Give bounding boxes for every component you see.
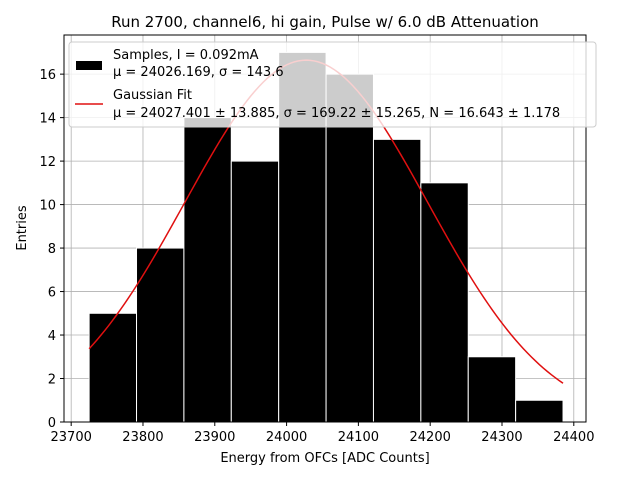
legend-samples-line1: Samples, I = 0.092mA — [113, 48, 259, 63]
histogram-bar — [372, 138, 422, 423]
x-tick-label: 24100 — [338, 430, 379, 445]
histogram-bar — [136, 247, 185, 423]
y-tick-label: 10 — [39, 199, 56, 214]
x-tick-label: 24300 — [481, 430, 522, 445]
legend-fit-line2: μ = 24027.401 ± 13.885, σ = 169.22 ± 15.… — [113, 106, 560, 121]
y-tick-label: 14 — [39, 112, 56, 127]
y-tick-label: 0 — [48, 416, 56, 431]
y-tick-label: 12 — [39, 155, 56, 170]
legend-samples-line2: μ = 24026.169, σ = 143.6 — [113, 65, 284, 80]
x-axis-label: Energy from OFCs [ADC Counts] — [220, 451, 429, 466]
x-tick-label: 24000 — [266, 430, 307, 445]
legend-swatch-samples — [76, 61, 102, 70]
histogram-bar — [88, 312, 138, 423]
histogram-bar — [183, 117, 232, 423]
y-axis-ticks: 0 2 4 6 8 10 12 14 16 — [39, 68, 64, 431]
x-tick-label: 23800 — [122, 430, 163, 445]
x-tick-label: 23700 — [51, 430, 92, 445]
y-tick-label: 16 — [39, 68, 56, 83]
legend-fit-line1: Gaussian Fit — [113, 88, 192, 103]
plot-frame — [63, 34, 587, 423]
y-axis-label: Entries — [15, 205, 30, 251]
legend: Samples, I = 0.092mA μ = 24026.169, σ = … — [68, 41, 597, 128]
y-tick-label: 8 — [48, 242, 56, 257]
chart-title: Run 2700, channel6, hi gain, Pulse w/ 6.… — [111, 13, 539, 31]
histogram-bars — [88, 51, 564, 423]
x-tick-label: 23900 — [194, 430, 235, 445]
histogram-bar — [467, 356, 517, 423]
x-tick-label: 24400 — [553, 430, 594, 445]
x-axis-ticks: 23700 23800 23900 24000 24100 24200 24300 24400 — [51, 422, 594, 445]
histogram-bar — [420, 182, 469, 423]
x-tick-label: 24200 — [410, 430, 451, 445]
histogram-bar — [515, 399, 564, 423]
y-tick-label: 2 — [48, 373, 56, 388]
legend-box — [68, 41, 597, 128]
histogram-bar — [230, 160, 280, 423]
y-tick-label: 4 — [48, 329, 56, 344]
y-tick-label: 6 — [48, 286, 56, 301]
